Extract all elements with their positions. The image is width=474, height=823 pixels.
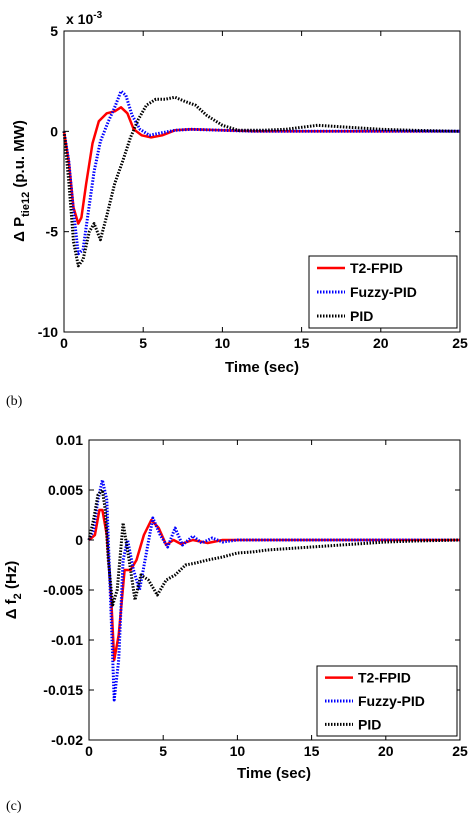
b-legend-label: T2-FPID <box>350 260 403 276</box>
chart-c-ylabel: Δ f2 (Hz) <box>3 561 24 620</box>
c-legend-label: Fuzzy-PID <box>358 693 425 709</box>
c-series-fuzzy-pid <box>87 478 460 702</box>
c-ytick-label: -0.015 <box>43 682 83 698</box>
b-xtick-label: 25 <box>452 335 468 351</box>
chart-c-series <box>87 478 461 702</box>
chart-b-panel-label: (b) <box>6 394 23 409</box>
b-legend-label: Fuzzy-PID <box>350 284 417 300</box>
b-series-pid <box>62 95 461 268</box>
c-ytick-label: 0.005 <box>48 482 83 498</box>
c-ytick-label: 0.01 <box>56 432 83 448</box>
b-series-fuzzy-pid <box>62 89 460 256</box>
c-ytick-label: -0.02 <box>51 732 83 748</box>
c-xtick-label: 0 <box>85 743 93 759</box>
c-legend-label: PID <box>358 716 381 732</box>
b-ytick-label: -5 <box>46 224 59 240</box>
c-xtick-label: 20 <box>378 743 394 759</box>
chart-c-legend: T2-FPID Fuzzy-PID PID <box>316 665 458 737</box>
b-ytick-label: 0 <box>50 123 58 139</box>
chart-b-multiplier: x 10-3 <box>66 10 103 27</box>
b-xtick-label: 20 <box>373 335 389 351</box>
c-xtick-label: 15 <box>304 743 320 759</box>
c-xtick-label: 5 <box>159 743 167 759</box>
b-xtick-label: 5 <box>139 335 147 351</box>
chart-b-legend: T2-FPID Fuzzy-PID PID <box>308 255 458 329</box>
c-legend-label: T2-FPID <box>358 670 411 686</box>
chart-b-series <box>62 89 461 268</box>
chart-c: 0 5 10 15 20 25 -0.02 -0.015 -0.01 -0.005 0 0.005 0.… <box>3 432 468 814</box>
chart-b-ylabel: Δ Ptie12 (p.u. MW) <box>11 120 32 242</box>
c-xtick-label: 25 <box>452 743 468 759</box>
c-ytick-label: -0.01 <box>51 632 83 648</box>
chart-c-panel-label: (c) <box>6 799 22 814</box>
b-xtick-label: 10 <box>215 335 231 351</box>
chart-c-xlabel: Time (sec) <box>237 765 311 782</box>
chart-b: 0 5 10 15 20 25 -10 -5 0 5 x 10-3 Time (sec) Δ Pt… <box>6 10 468 409</box>
chart-b-ticks: 0 5 10 15 20 25 -10 -5 0 5 <box>38 23 468 351</box>
b-xtick-label: 15 <box>294 335 310 351</box>
c-ytick-label: 0 <box>75 532 83 548</box>
b-legend-label: PID <box>350 308 373 324</box>
c-ytick-label: -0.005 <box>43 582 83 598</box>
c-series-pid <box>87 488 461 607</box>
c-xtick-label: 10 <box>230 743 246 759</box>
b-ytick-label: -10 <box>38 324 58 340</box>
b-xtick-label: 0 <box>60 335 68 351</box>
b-ytick-label: 5 <box>50 23 58 39</box>
chart-b-xlabel: Time (sec) <box>225 359 299 376</box>
chart-c-ticks: 0 5 10 15 20 25 -0.02 -0.015 -0.01 -0.005 0 0.005 0.… <box>43 432 468 759</box>
